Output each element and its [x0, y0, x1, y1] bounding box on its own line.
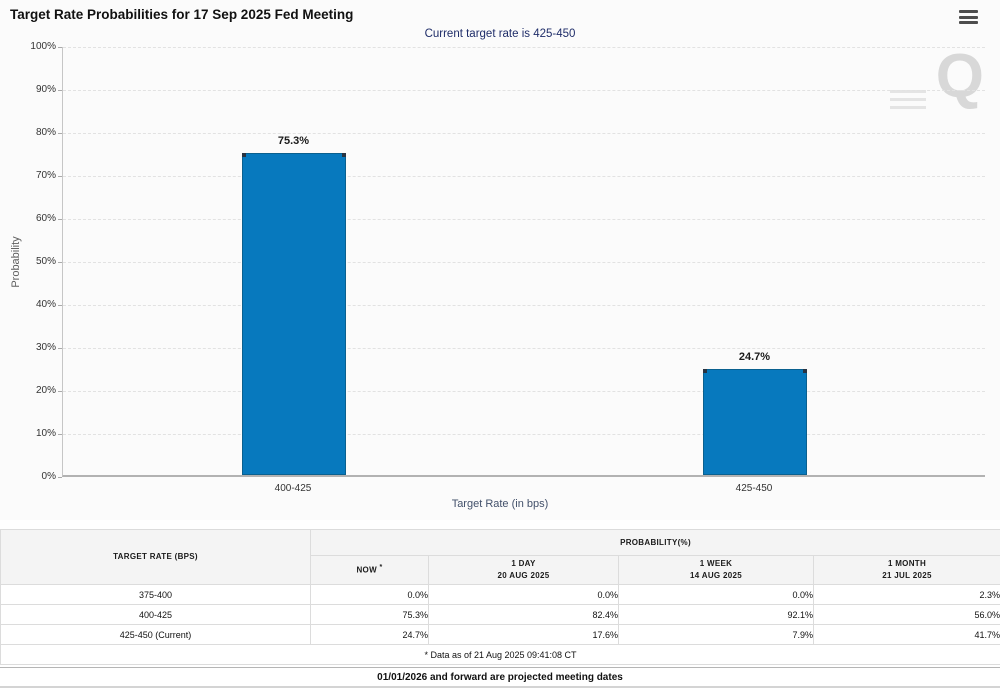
- x-axis-title: Target Rate (in bps): [0, 498, 1000, 510]
- table-row: 400-425 75.3% 82.4% 92.1% 56.0%: [1, 605, 1000, 625]
- y-tick-label: 80%: [0, 127, 56, 138]
- y-tick-label: 20%: [0, 385, 56, 396]
- current-rate-subtitle: Current target rate is 425-450: [0, 28, 1000, 40]
- bar-425-450[interactable]: [703, 369, 807, 475]
- col-header-line1: 1 MONTH: [888, 559, 926, 568]
- col-header-line1: 1 DAY: [511, 559, 535, 568]
- y-tick-label: 30%: [0, 342, 56, 353]
- rate-range-cell: 400-425: [1, 605, 311, 625]
- fedwatch-chart-panel: Target Rate Probabilities for 17 Sep 202…: [0, 0, 1000, 520]
- x-category-label: 425-450: [654, 483, 854, 494]
- bar-value-label: 75.3%: [222, 135, 366, 147]
- y-tick-label: 90%: [0, 84, 56, 95]
- table-row: 425-450 (Current) 24.7% 17.6% 7.9% 41.7%: [1, 625, 1000, 645]
- col-header-line2: 20 AUG 2025: [498, 571, 550, 580]
- y-tick-label: 60%: [0, 213, 56, 224]
- col-group-header-probability: PROBABILITY(%): [311, 530, 1000, 556]
- plot-area: 75.3% 24.7%: [62, 47, 985, 477]
- rate-range-cell: 375-400: [1, 585, 311, 605]
- now-probability-cell: 24.7%: [311, 625, 429, 645]
- table-footnote-row: * Data as of 21 Aug 2025 09:41:08 CT: [1, 645, 1000, 665]
- hamburger-menu-icon[interactable]: [959, 10, 978, 24]
- month-probability-cell: 41.7%: [814, 625, 1000, 645]
- projected-dates-note: 01/01/2026 and forward are projected mee…: [0, 667, 1000, 688]
- chart-title: Target Rate Probabilities for 17 Sep 202…: [10, 7, 353, 22]
- gridline: [63, 90, 985, 91]
- gridline: [63, 176, 985, 177]
- col-header-1-week: 1 WEEK 14 AUG 2025: [619, 556, 814, 585]
- y-tick-label: 0%: [0, 471, 56, 482]
- y-tick-label: 50%: [0, 256, 56, 267]
- y-tick-mark: [58, 477, 62, 478]
- col-header-1-month: 1 MONTH 21 JUL 2025: [814, 556, 1000, 585]
- data-as-of-footnote: * Data as of 21 Aug 2025 09:41:08 CT: [1, 645, 1000, 665]
- now-probability-cell: 75.3%: [311, 605, 429, 625]
- gridline: [63, 47, 985, 48]
- month-probability-cell: 2.3%: [814, 585, 1000, 605]
- gridline: [63, 391, 985, 392]
- gridline: [63, 219, 985, 220]
- gridline: [63, 133, 985, 134]
- gridline: [63, 348, 985, 349]
- y-tick-label: 100%: [0, 41, 56, 52]
- rate-range-cell: 425-450 (Current): [1, 625, 311, 645]
- col-header-target-rate: TARGET RATE (BPS): [1, 530, 311, 585]
- y-tick-label: 70%: [0, 170, 56, 181]
- y-tick-label: 40%: [0, 299, 56, 310]
- bar-value-label: 24.7%: [683, 351, 827, 363]
- week-probability-cell: 92.1%: [619, 605, 814, 625]
- x-category-label: 400-425: [193, 483, 393, 494]
- day-probability-cell: 17.6%: [429, 625, 619, 645]
- col-header-1-day: 1 DAY 20 AUG 2025: [429, 556, 619, 585]
- col-header-line2: 21 JUL 2025: [882, 571, 931, 580]
- col-header-line1: 1 WEEK: [700, 559, 732, 568]
- week-probability-cell: 0.0%: [619, 585, 814, 605]
- month-probability-cell: 56.0%: [814, 605, 1000, 625]
- week-probability-cell: 7.9%: [619, 625, 814, 645]
- day-probability-cell: 82.4%: [429, 605, 619, 625]
- col-header-now: NOW *: [311, 556, 429, 585]
- now-asterisk: *: [379, 564, 382, 571]
- bar-group-400-425: 75.3%: [242, 47, 346, 475]
- y-tick-label: 10%: [0, 428, 56, 439]
- gridline: [63, 262, 985, 263]
- bar-group-425-450: 24.7%: [703, 47, 807, 475]
- gridline: [63, 305, 985, 306]
- col-header-line2: 14 AUG 2025: [690, 571, 742, 580]
- now-probability-cell: 0.0%: [311, 585, 429, 605]
- day-probability-cell: 0.0%: [429, 585, 619, 605]
- now-label: NOW: [356, 566, 376, 575]
- bar-400-425[interactable]: [242, 153, 346, 475]
- table-row: 375-400 0.0% 0.0% 0.0% 2.3%: [1, 585, 1000, 605]
- gridline: [63, 434, 985, 435]
- probability-table: TARGET RATE (BPS) PROBABILITY(%) NOW * 1…: [0, 529, 1000, 665]
